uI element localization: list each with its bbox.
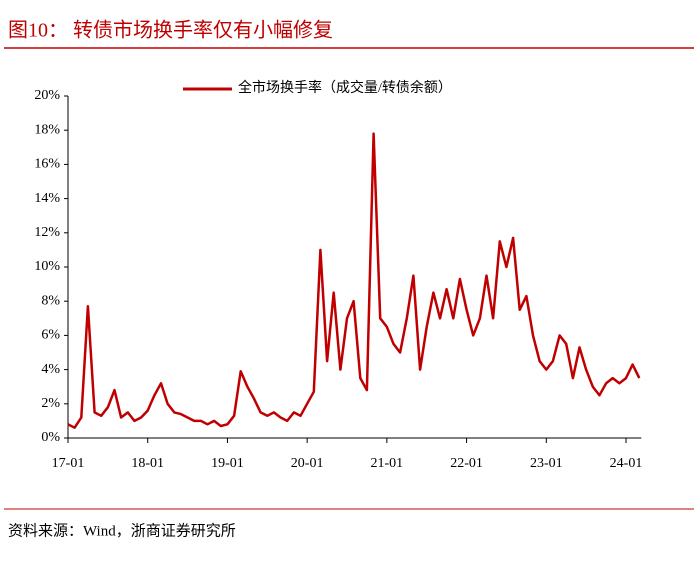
x-tick-label: 17-01 bbox=[52, 456, 85, 471]
x-tick-label: 20-01 bbox=[291, 456, 324, 471]
y-tick-label: 18% bbox=[34, 122, 60, 137]
y-tick-label: 4% bbox=[41, 362, 60, 377]
y-tick-label: 14% bbox=[34, 191, 60, 206]
line bbox=[67, 132, 641, 429]
y-tick-label: 10% bbox=[34, 259, 60, 274]
x-tick-label: 21-01 bbox=[371, 456, 404, 471]
x-tick-label: 24-01 bbox=[610, 456, 643, 471]
source: 资料来源：Wind，浙商证券研究所 bbox=[8, 522, 236, 539]
y-tick-label: 0% bbox=[41, 430, 60, 445]
y-tick-label: 6% bbox=[41, 328, 60, 343]
y-tick-label: 16% bbox=[34, 157, 60, 172]
x-tick-label: 22-01 bbox=[450, 456, 483, 471]
y-tick-label: 2% bbox=[41, 396, 60, 411]
chart-title: 图10： 转债市场换手率仅有小幅修复 bbox=[8, 19, 333, 42]
x-tick-label: 19-01 bbox=[211, 456, 244, 471]
x-tick-label: 23-01 bbox=[530, 456, 563, 471]
y-tick-label: 12% bbox=[34, 225, 60, 240]
legend-label: 全市场换手率（成交量/转债余额） bbox=[238, 79, 452, 96]
y-tick-label: 8% bbox=[41, 293, 60, 308]
x-tick-label: 18-01 bbox=[131, 456, 164, 471]
y-tick-label: 20% bbox=[34, 88, 60, 103]
